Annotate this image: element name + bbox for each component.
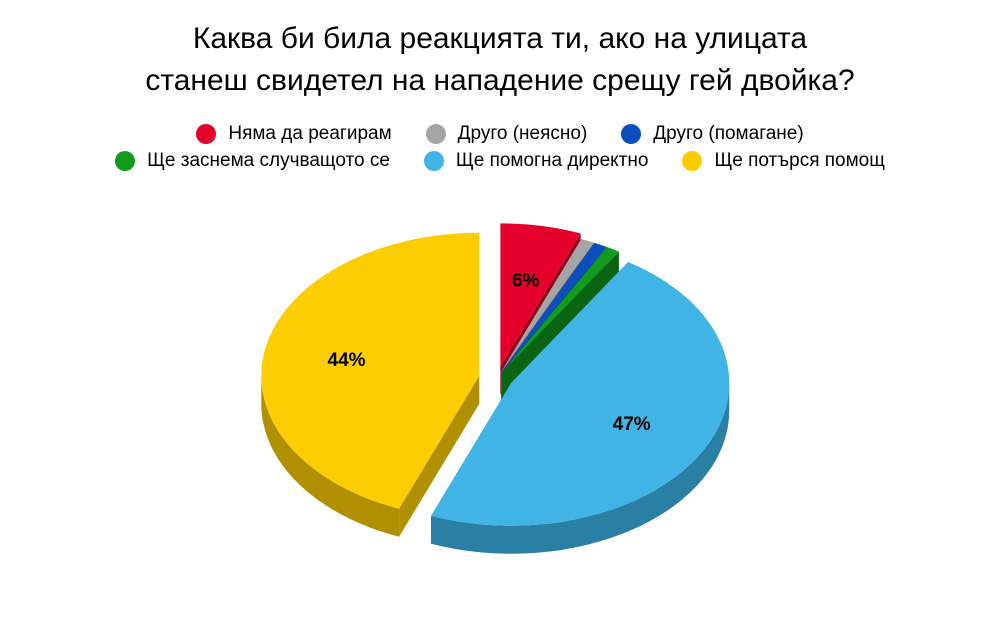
- pie-slice-other-helping: [501, 242, 607, 373]
- legend-label-no-reaction: Няма да реагирам: [228, 123, 392, 144]
- legend-label-other-unclear: Друго (неясно): [457, 123, 588, 144]
- legend-item-no-reaction: Няма да реагирам: [196, 123, 392, 145]
- pie-wall-seek-help: [399, 375, 480, 537]
- pie-slice-seek-help: [261, 232, 480, 509]
- legend-marker-other-unclear: [425, 124, 446, 144]
- legend-item-will-film: Ще заснема случващото се: [115, 150, 390, 172]
- legend-item-other-unclear: Друго (неясно): [425, 123, 588, 145]
- legend-marker-other-helping: [621, 124, 642, 144]
- pie-slice-help-directly: [431, 262, 730, 526]
- legend-marker-help-directly: [423, 151, 444, 171]
- pie-slice-no-reaction: [500, 223, 581, 367]
- pie-side-help-directly: [431, 382, 730, 554]
- chart-title-line-1: Каква би била реакцията ти, ако на улица…: [192, 22, 808, 55]
- legend-item-other-helping: Друго (помагане): [621, 123, 804, 145]
- legend-label-help-directly: Ще помогна директно: [455, 150, 649, 171]
- legend-item-seek-help: Ще потърся помощ: [682, 150, 885, 172]
- pie-side-seek-help: [261, 375, 400, 537]
- legend-marker-seek-help: [682, 151, 703, 171]
- data-label-seek-help: 44%: [328, 350, 366, 371]
- legend-row-1: Няма да реагирам Друго (неясно) Друго (п…: [0, 123, 1000, 145]
- legend-marker-no-reaction: [196, 124, 217, 144]
- data-label-no-reaction: 6%: [512, 270, 540, 291]
- legend-marker-will-film: [115, 151, 136, 171]
- pie-slice-other-unclear: [500, 239, 594, 372]
- legend-item-help-directly: Ще помогна директно: [423, 150, 649, 172]
- legend-label-other-helping: Друго (помагане): [653, 123, 804, 144]
- legend-row-2: Ще заснема случващото се Ще помогна дире…: [0, 150, 1000, 172]
- pie-slice-will-film: [502, 247, 619, 373]
- chart-title: Каква би била реакцията ти, ако на улица…: [0, 18, 1000, 102]
- chart-title-line-2: станеш свидетел на нападение срещу гей д…: [145, 64, 855, 97]
- legend-label-seek-help: Ще потърся помощ: [714, 150, 885, 171]
- legend-label-will-film: Ще заснема случващото се: [147, 150, 390, 171]
- data-label-help-directly: 47%: [613, 414, 651, 435]
